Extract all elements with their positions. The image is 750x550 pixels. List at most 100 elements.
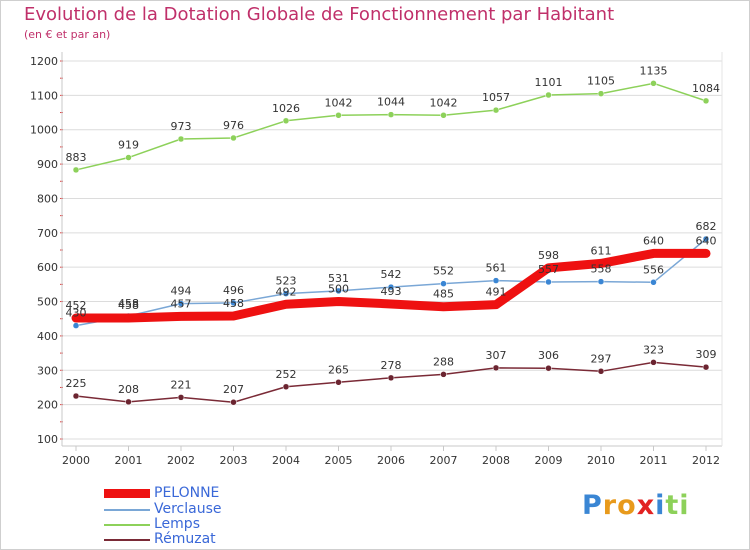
data-label: 1135	[640, 64, 668, 77]
data-label: 458	[118, 297, 139, 310]
data-point	[387, 374, 395, 382]
data-point	[440, 280, 447, 287]
data-label: 306	[538, 349, 559, 362]
legend-swatch	[104, 489, 150, 498]
data-label: 500	[328, 283, 349, 296]
logo-letter: P	[582, 490, 603, 521]
data-point	[702, 363, 710, 371]
data-label: 531	[328, 272, 349, 285]
data-label: 225	[66, 377, 87, 390]
data-label: 1042	[325, 96, 353, 109]
data-label: 883	[66, 151, 87, 164]
data-point	[335, 379, 342, 386]
data-point	[492, 300, 500, 309]
x-tick-label: 2011	[640, 454, 668, 467]
data-label: 1084	[692, 82, 720, 95]
logo-letter: i	[655, 490, 666, 521]
data-label: 557	[538, 263, 559, 276]
logo-letter: x	[636, 490, 656, 521]
x-tick-label: 2001	[115, 454, 143, 467]
logo-letter: o	[617, 490, 637, 521]
data-label: 1105	[587, 75, 615, 88]
data-point	[125, 154, 132, 161]
y-tick-label: 1000	[30, 124, 58, 137]
data-point	[229, 311, 238, 320]
data-label: 452	[66, 299, 87, 312]
data-label: 457	[171, 297, 192, 310]
data-point	[702, 97, 710, 105]
data-label: 323	[643, 343, 664, 356]
x-tick-label: 2012	[692, 454, 720, 467]
logo-letter: i	[679, 490, 690, 521]
data-label: 430	[66, 307, 87, 320]
data-point	[439, 302, 448, 311]
data-point	[125, 398, 132, 406]
data-label: 640	[643, 234, 664, 247]
data-point	[230, 134, 237, 142]
data-point	[492, 277, 500, 284]
x-tick-label: 2003	[220, 454, 248, 467]
data-point	[650, 359, 657, 366]
data-point	[650, 279, 657, 286]
data-label: 278	[381, 359, 402, 372]
legend-swatch	[104, 524, 150, 526]
legend-label: Verclause	[154, 501, 222, 517]
legend-swatch	[104, 509, 150, 511]
data-label: 1026	[272, 102, 300, 115]
data-point	[177, 300, 185, 307]
data-label: 309	[696, 348, 717, 361]
data-label: 561	[486, 262, 507, 275]
data-label: 207	[223, 383, 244, 396]
data-point	[177, 312, 185, 321]
x-tick-label: 2002	[167, 454, 195, 467]
x-tick-label: 2006	[377, 454, 405, 467]
data-label: 1101	[535, 76, 563, 89]
chart-title: Evolution de la Dotation Globale de Fonc…	[24, 4, 615, 25]
y-tick-label: 200	[37, 399, 58, 412]
data-point	[440, 112, 447, 119]
y-tick-label: 1200	[30, 55, 58, 68]
y-tick-label: 500	[37, 296, 58, 309]
data-point	[72, 392, 80, 400]
data-point	[230, 398, 237, 406]
data-point	[597, 259, 605, 268]
data-label: 1057	[482, 91, 510, 104]
data-point	[702, 235, 710, 243]
data-point	[492, 106, 500, 114]
data-point	[282, 383, 290, 391]
data-label: 552	[433, 265, 454, 278]
data-label: 288	[433, 355, 454, 368]
data-point	[440, 371, 447, 378]
data-label: 221	[171, 378, 192, 391]
data-point	[335, 112, 342, 119]
data-label: 598	[538, 249, 559, 262]
y-tick-label: 400	[37, 330, 58, 343]
data-label: 640	[696, 234, 717, 247]
x-tick-label: 2010	[587, 454, 615, 467]
data-label: 491	[486, 286, 507, 299]
data-label: 252	[276, 368, 297, 381]
data-point	[72, 166, 80, 174]
data-point	[492, 364, 500, 372]
x-tick-label: 2004	[272, 454, 300, 467]
data-point	[545, 278, 552, 286]
data-label: 485	[433, 288, 454, 301]
data-point	[545, 91, 552, 99]
data-label: 542	[381, 268, 402, 281]
x-tick-label: 2008	[482, 454, 510, 467]
y-tick-label: 800	[37, 192, 58, 205]
data-point	[387, 283, 395, 291]
x-tick-label: 2007	[430, 454, 458, 467]
y-tick-label: 1100	[30, 89, 58, 102]
logo-letter: r	[602, 490, 618, 521]
y-tick-label: 600	[37, 261, 58, 274]
data-label: 682	[696, 220, 717, 233]
data-label: 494	[171, 285, 192, 298]
data-point	[545, 364, 552, 372]
legend-swatch	[104, 539, 150, 541]
data-point	[72, 314, 80, 323]
data-label: 307	[486, 349, 507, 362]
data-point	[72, 322, 80, 329]
